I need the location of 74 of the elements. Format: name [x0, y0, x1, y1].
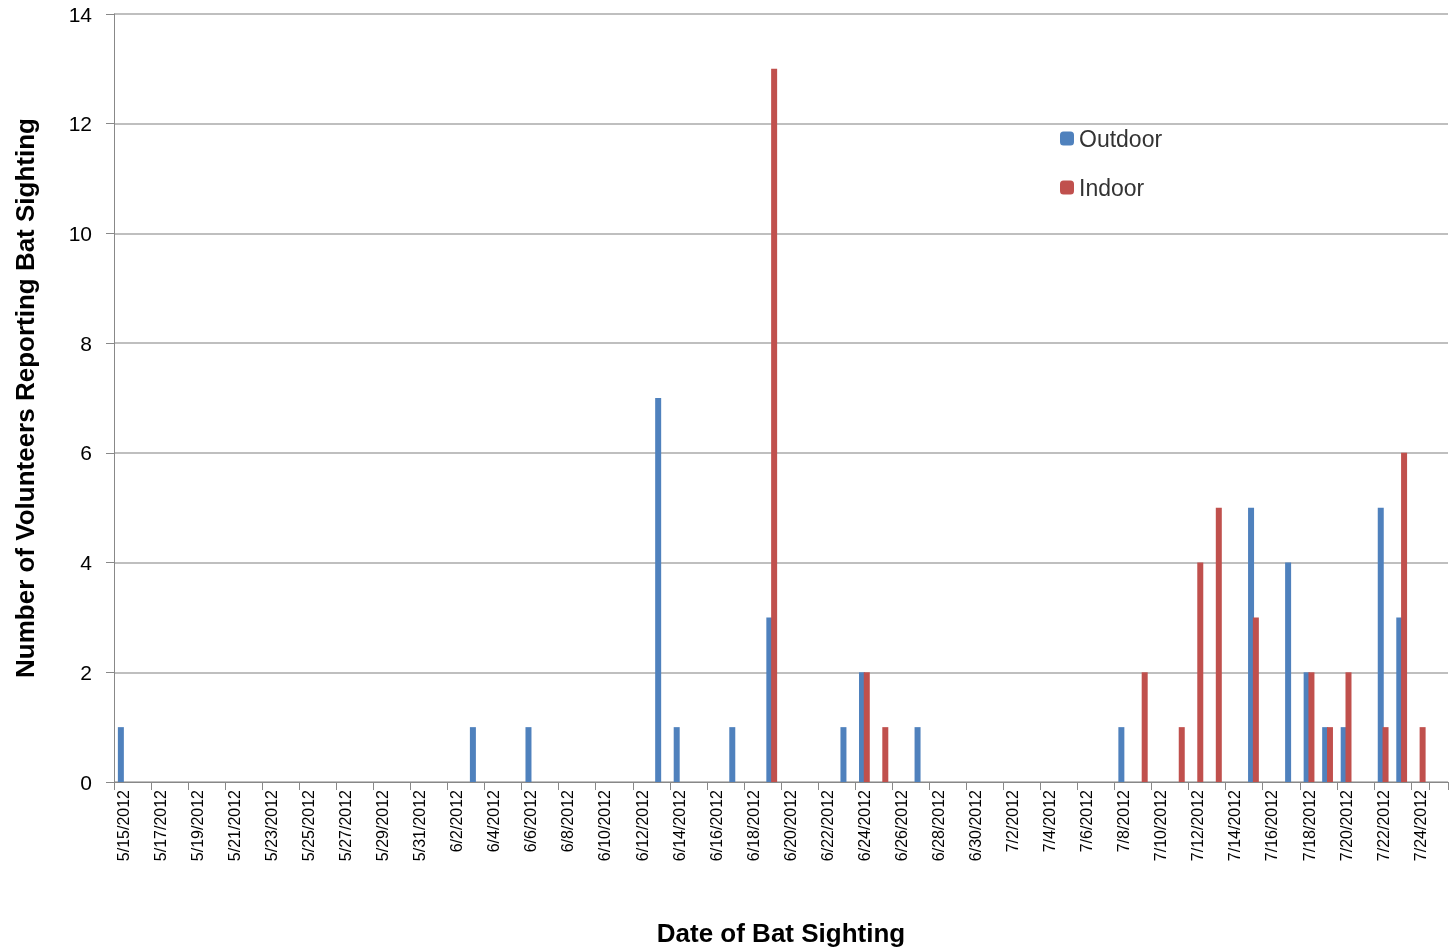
x-tick-label: 6/2/2012 — [448, 789, 466, 853]
x-tick-label: 7/22/2012 — [1374, 789, 1392, 862]
y-tick-label: 10 — [68, 221, 92, 245]
x-tick-label: 7/20/2012 — [1337, 789, 1355, 862]
bar — [1252, 617, 1259, 782]
x-tick-label: 7/12/2012 — [1189, 789, 1207, 862]
x-tick-label: 5/17/2012 — [151, 789, 169, 862]
x-tick-label: 6/8/2012 — [559, 789, 577, 853]
bar — [525, 727, 532, 782]
y-tick-label: 14 — [68, 2, 93, 26]
x-tick-label: 6/10/2012 — [596, 789, 614, 862]
y-tick-label: 12 — [68, 112, 92, 136]
bar — [1141, 672, 1148, 782]
x-tick-label: 5/31/2012 — [411, 789, 429, 862]
legend-label: Outdoor — [1079, 125, 1163, 152]
bar — [882, 727, 889, 782]
legend-label: Indoor — [1079, 174, 1145, 201]
bar — [655, 398, 662, 782]
x-tick-label: 5/15/2012 — [114, 789, 132, 862]
x-tick-label: 7/6/2012 — [1078, 789, 1096, 853]
bar — [1215, 507, 1222, 782]
x-tick-label: 5/21/2012 — [225, 789, 243, 862]
bar — [1248, 507, 1255, 782]
x-axis-title: Date of Bat Sighting — [656, 918, 906, 948]
bar — [771, 68, 778, 782]
y-tick-label: 4 — [80, 551, 93, 575]
x-tick-label: 6/4/2012 — [485, 789, 503, 853]
bar — [1326, 727, 1333, 782]
bar — [1401, 452, 1408, 782]
y-tick-label: 0 — [80, 770, 92, 794]
bar — [914, 727, 921, 782]
y-axis-title: Number of Volunteers Reporting Bat Sighting — [10, 118, 40, 678]
bar — [469, 727, 476, 782]
x-tick-label: 6/16/2012 — [707, 789, 725, 862]
bar — [840, 727, 847, 782]
bar — [673, 727, 680, 782]
bar — [1178, 727, 1185, 782]
x-tick-label: 6/14/2012 — [670, 789, 688, 862]
bar — [729, 727, 736, 782]
y-tick-label: 2 — [80, 660, 92, 684]
x-tick-label: 6/18/2012 — [744, 789, 762, 862]
x-tick-label: 6/20/2012 — [781, 789, 799, 862]
x-tick-label: 7/18/2012 — [1300, 789, 1318, 862]
x-tick-label: 6/30/2012 — [967, 789, 985, 862]
x-tick-label: 7/10/2012 — [1152, 789, 1170, 862]
x-tick-label: 7/16/2012 — [1263, 789, 1281, 862]
bar — [1118, 727, 1125, 782]
bar — [117, 727, 124, 782]
x-tick-label: 6/24/2012 — [855, 789, 873, 862]
bar — [1345, 672, 1352, 782]
x-tick-label: 5/27/2012 — [337, 789, 355, 862]
bar — [1419, 727, 1426, 782]
x-tick-label: 6/22/2012 — [818, 789, 836, 862]
x-tick-label: 6/6/2012 — [522, 789, 540, 853]
bar — [863, 672, 870, 782]
x-tick-label: 7/4/2012 — [1041, 789, 1059, 853]
x-tick-label: 7/24/2012 — [1411, 789, 1429, 862]
x-tick-label: 6/28/2012 — [929, 789, 947, 862]
bar — [1308, 672, 1315, 782]
y-tick-label: 6 — [80, 441, 92, 465]
x-tick-label: 7/14/2012 — [1226, 789, 1244, 862]
bar — [1197, 562, 1204, 782]
x-tick-label: 5/25/2012 — [300, 789, 318, 862]
x-tick-label: 7/8/2012 — [1115, 789, 1133, 853]
bar — [1285, 562, 1292, 782]
x-tick-label: 6/26/2012 — [892, 789, 910, 862]
bar — [1377, 507, 1384, 782]
x-tick-label: 5/23/2012 — [262, 789, 280, 862]
x-tick-label: 5/29/2012 — [374, 789, 392, 862]
bar — [1382, 727, 1389, 782]
x-tick-label: 6/12/2012 — [633, 789, 651, 862]
x-tick-label: 5/19/2012 — [188, 789, 206, 862]
x-tick-label: 7/2/2012 — [1004, 789, 1022, 853]
y-tick-label: 8 — [80, 331, 92, 355]
